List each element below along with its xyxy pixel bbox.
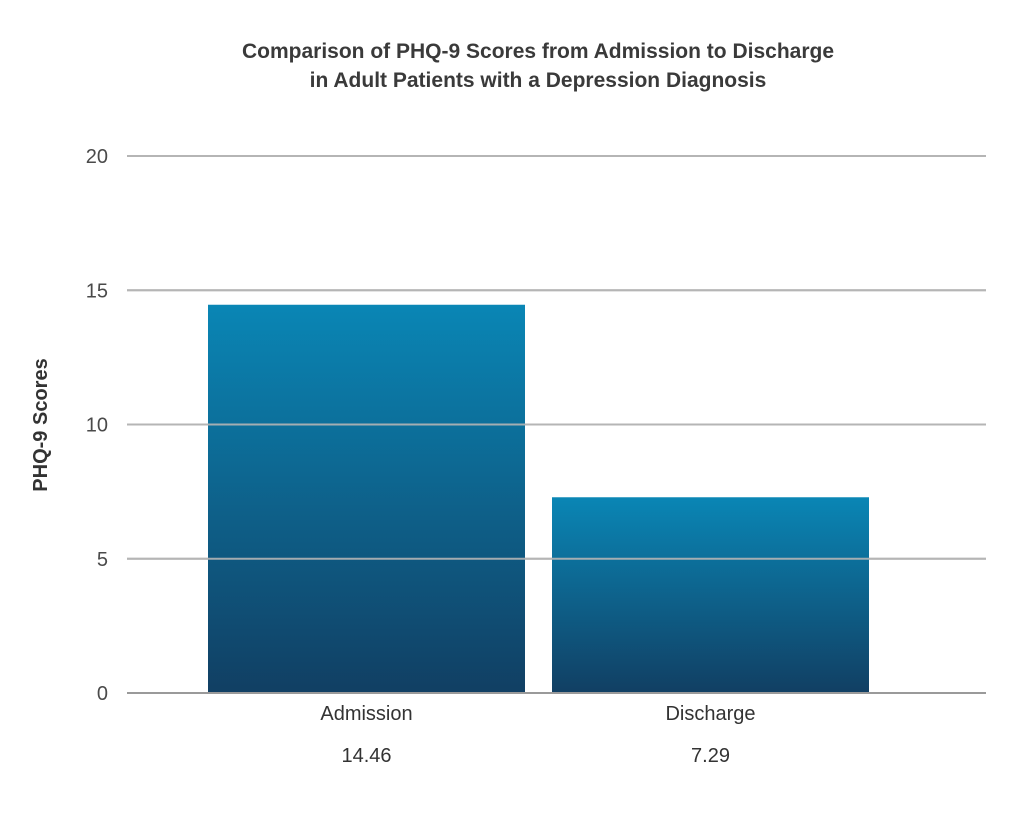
y-axis-label: PHQ-9 Scores: [30, 358, 52, 491]
bar-admission: [208, 304, 525, 693]
y-tick-label: 0: [97, 683, 108, 705]
bars: [208, 304, 869, 693]
data-label: 14.46: [341, 745, 391, 767]
bar-discharge: [552, 497, 869, 693]
grid-lines-overlay: [127, 155, 986, 560]
y-tick-label: 20: [86, 146, 108, 168]
data-label: 7.29: [691, 745, 730, 767]
chart-title-line-2: in Adult Patients with a Depression Diag…: [310, 69, 767, 92]
y-tick-label: 5: [97, 549, 108, 571]
chart-title-line-1: Comparison of PHQ-9 Scores from Admissio…: [242, 40, 834, 63]
y-tick-label: 10: [86, 415, 108, 437]
labels: 0 5 10 15 20 Admission 14.46 Discharge 7.29: [86, 146, 756, 767]
y-tick-label: 15: [86, 280, 108, 302]
x-tick-label: Discharge: [665, 703, 755, 725]
x-tick-label: Admission: [320, 703, 412, 725]
